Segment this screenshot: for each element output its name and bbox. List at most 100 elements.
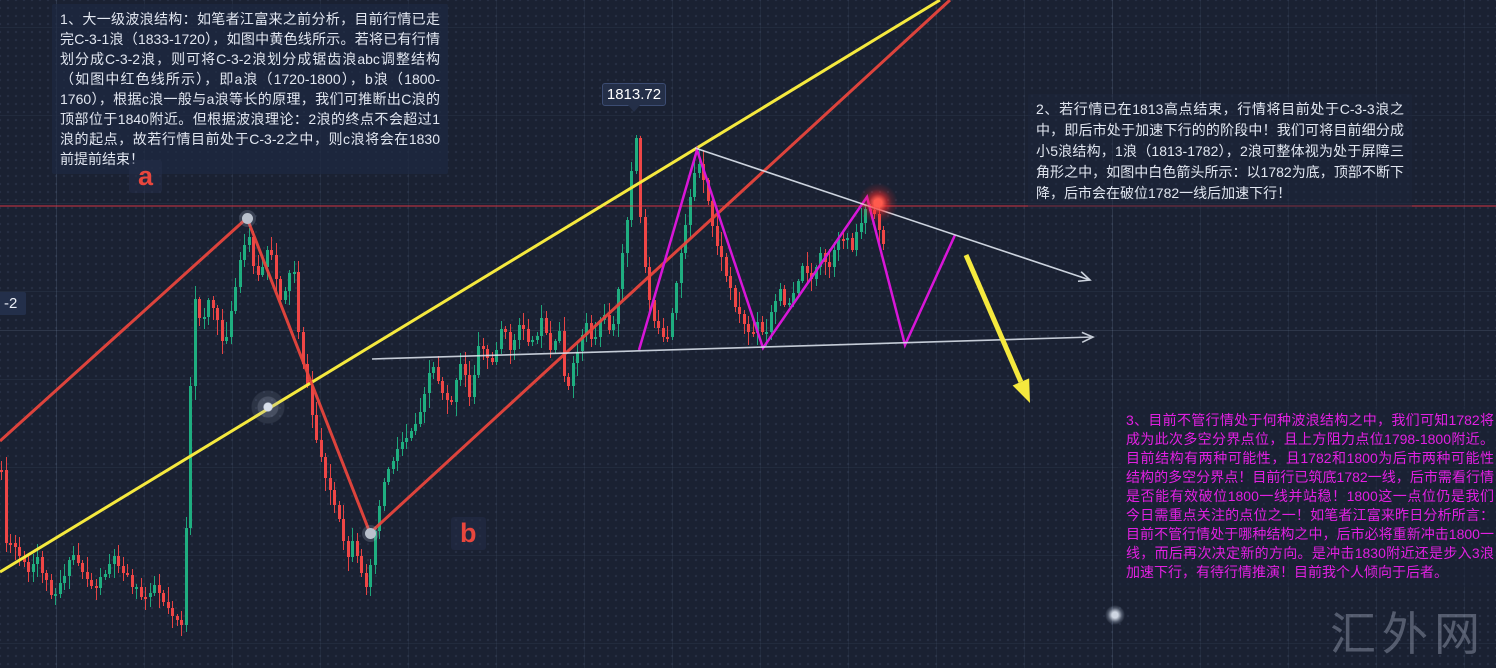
candle-body bbox=[135, 586, 138, 589]
candle-body bbox=[67, 559, 71, 577]
candle-body bbox=[351, 540, 354, 557]
candle-body bbox=[729, 275, 732, 288]
candle-body bbox=[670, 313, 674, 338]
candle-body bbox=[324, 457, 327, 478]
candle-body bbox=[90, 579, 93, 587]
candle-body bbox=[733, 287, 737, 307]
candle-body bbox=[666, 336, 669, 339]
candle-body bbox=[256, 266, 260, 275]
candle-body bbox=[175, 616, 179, 620]
candle-body bbox=[684, 225, 687, 254]
candle-body bbox=[625, 220, 629, 253]
analysis-note-3: 3、目前不管行情处于何种波浪结构之中，我们可知1782将成为此次多空分界点位，且… bbox=[1118, 406, 1496, 587]
candle-body bbox=[639, 138, 642, 218]
candle-body bbox=[193, 298, 197, 387]
candle-body bbox=[850, 238, 854, 250]
candle-body bbox=[292, 271, 296, 274]
candle-body bbox=[310, 385, 314, 415]
candle-body bbox=[769, 312, 773, 332]
candle-body bbox=[585, 323, 588, 336]
candle-body bbox=[301, 332, 305, 364]
watermark: 汇外网 bbox=[1330, 607, 1486, 661]
candle-body bbox=[369, 565, 372, 587]
candle-body bbox=[742, 313, 746, 324]
candle-body bbox=[373, 531, 377, 566]
candle-body bbox=[787, 302, 791, 305]
candle-body bbox=[387, 469, 390, 482]
candle-wick bbox=[127, 564, 128, 577]
candle-body bbox=[783, 289, 786, 305]
candle-body bbox=[378, 505, 381, 532]
candle-body bbox=[544, 318, 548, 333]
candle-body bbox=[157, 584, 161, 594]
candle-body bbox=[531, 339, 534, 342]
candle-body bbox=[522, 324, 525, 330]
candle-body bbox=[49, 579, 53, 596]
candle-body bbox=[0, 470, 3, 472]
candle-body bbox=[297, 271, 300, 333]
candle-body bbox=[841, 238, 845, 241]
candle-body bbox=[391, 461, 395, 470]
candle-wick bbox=[271, 237, 272, 260]
candle-body bbox=[756, 321, 759, 333]
price-tag-value: 1813.72 bbox=[606, 86, 662, 103]
candle-wick bbox=[136, 583, 137, 599]
candle-body bbox=[216, 307, 219, 320]
candle-body bbox=[486, 349, 489, 359]
candle-body bbox=[283, 291, 287, 301]
candle-body bbox=[418, 411, 422, 424]
candle-body bbox=[121, 566, 125, 574]
candle-body bbox=[715, 225, 719, 247]
candle-body bbox=[45, 572, 48, 580]
candle-body bbox=[337, 505, 341, 519]
candle-body bbox=[409, 431, 413, 438]
candle-body bbox=[526, 329, 530, 342]
yellow-trendline bbox=[0, 0, 941, 574]
candle-body bbox=[688, 196, 692, 226]
candle-body bbox=[477, 345, 480, 375]
candle-body bbox=[828, 261, 831, 267]
candle-wick bbox=[293, 260, 295, 283]
candle-body bbox=[9, 542, 12, 545]
candle-body bbox=[675, 283, 678, 314]
candle-body bbox=[238, 260, 242, 288]
candle-body bbox=[171, 607, 174, 617]
candle-body bbox=[571, 363, 575, 386]
candle-wick bbox=[167, 587, 169, 615]
candle-body bbox=[139, 586, 143, 597]
candle-body bbox=[360, 555, 363, 574]
candle-body bbox=[432, 366, 435, 373]
candle-body bbox=[4, 470, 8, 543]
candle-body bbox=[567, 376, 570, 386]
candle-body bbox=[792, 292, 795, 303]
candle-body bbox=[724, 256, 728, 276]
candle-body bbox=[94, 586, 98, 589]
candle-body bbox=[463, 363, 467, 376]
price-tag-pointer-icon bbox=[628, 105, 640, 112]
candle-body bbox=[315, 415, 318, 441]
candle-body bbox=[504, 328, 507, 332]
candle-body bbox=[72, 555, 75, 560]
candle-body bbox=[549, 333, 552, 351]
candle-body bbox=[13, 543, 17, 548]
candle-body bbox=[274, 255, 278, 280]
candle-body bbox=[265, 249, 269, 267]
candle-body bbox=[63, 576, 66, 583]
candle-body bbox=[805, 265, 809, 273]
candle-wick bbox=[604, 304, 605, 325]
candle-body bbox=[427, 372, 431, 394]
candle-body bbox=[355, 540, 359, 556]
candle-body bbox=[621, 253, 624, 289]
candle-body bbox=[148, 592, 152, 597]
candle-wick bbox=[14, 535, 16, 561]
candle-body bbox=[328, 477, 332, 491]
candle-body bbox=[706, 180, 710, 202]
candle-body bbox=[117, 555, 120, 567]
candle-body bbox=[36, 557, 39, 565]
candle-body bbox=[126, 573, 129, 576]
candle-body bbox=[414, 423, 417, 432]
candle-body bbox=[819, 252, 822, 268]
candle-body bbox=[58, 583, 62, 594]
candle-body bbox=[234, 287, 237, 312]
